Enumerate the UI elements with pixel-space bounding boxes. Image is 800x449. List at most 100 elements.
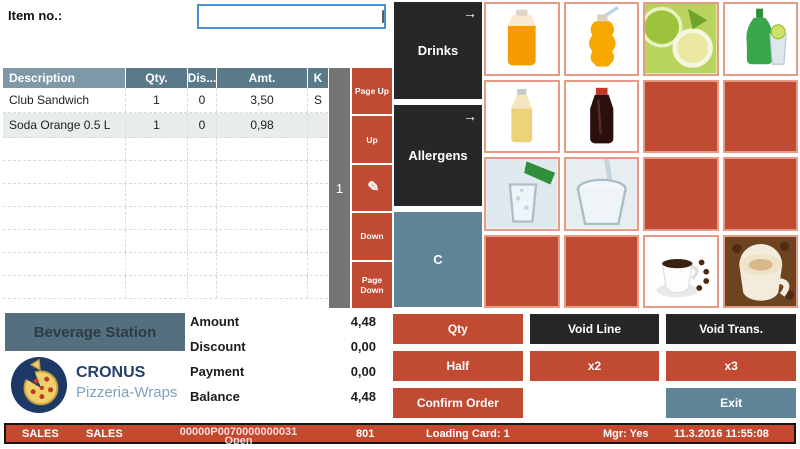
page-up-button[interactable]: Page Up <box>352 68 392 115</box>
cell-description: Club Sandwich <box>3 88 126 112</box>
product-tile-lemonade-bottle[interactable] <box>484 79 560 153</box>
void-trans-button[interactable]: Void Trans. <box>666 314 796 344</box>
col-header-amount[interactable]: Amt. <box>217 68 308 88</box>
totals-panel: Amount 4,48 Discount 0,00 Payment 0,00 B… <box>190 314 376 405</box>
col-header-qty[interactable]: Qty. <box>126 68 188 88</box>
brand-tagline: Pizzeria-Wraps <box>76 384 178 401</box>
table-row-empty <box>3 276 328 299</box>
product-tile-empty[interactable] <box>484 234 560 308</box>
table-row[interactable]: Soda Orange 0.5 L 1 0 0,98 <box>3 113 328 138</box>
cell-discount: 0 <box>188 113 217 137</box>
col-header-discount[interactable]: Dis... <box>188 68 217 88</box>
total-value: 4,48 <box>350 389 376 404</box>
table-empty-rows <box>3 138 328 299</box>
down-button[interactable]: Down <box>352 213 392 260</box>
total-label: Discount <box>190 339 246 354</box>
edit-line-button[interactable]: ✎ <box>352 164 392 212</box>
category-label: Drinks <box>417 43 459 58</box>
status-store: SALES <box>22 428 59 440</box>
product-tile-lime-cocktail[interactable] <box>643 2 719 76</box>
product-tile-water-glass[interactable] <box>563 157 639 231</box>
status-datetime: 11.3.2016 11:55:08 <box>674 428 769 440</box>
product-tile-water-pour[interactable] <box>484 157 560 231</box>
page-down-button[interactable]: Page Down <box>352 261 392 309</box>
receipt-scrollbar[interactable]: 1 <box>329 68 350 308</box>
cell-qty: 1 <box>126 88 188 112</box>
table-row-empty <box>3 161 328 184</box>
total-balance-row: Balance 4,48 <box>190 389 376 405</box>
table-row-empty <box>3 138 328 161</box>
action-buttons: Qty Void Line Void Trans. Half x2 x3 Con… <box>393 314 796 418</box>
total-discount-row: Discount 0,00 <box>190 339 376 355</box>
total-label: Amount <box>190 314 240 329</box>
category-c-button[interactable]: C <box>394 212 482 307</box>
col-header-description[interactable]: Description <box>3 68 126 88</box>
cell-qty: 1 <box>126 113 188 137</box>
item-no-field-wrap <box>197 4 386 29</box>
status-bar: SALES SALES 00000P0070000000031 Open 801… <box>4 423 796 447</box>
receipt-number: 00000P0070000000031 <box>179 426 298 438</box>
product-grid <box>484 2 798 308</box>
confirm-order-button[interactable]: Confirm Order <box>393 388 523 418</box>
total-label: Balance <box>190 389 240 404</box>
receipt-state: Open <box>224 434 253 447</box>
product-tile-empty[interactable] <box>563 234 639 308</box>
arrow-right-icon: → <box>463 5 477 21</box>
cell-amount: 3,50 <box>217 88 308 112</box>
keyboard-icon[interactable] <box>382 10 384 23</box>
total-payment-row: Payment 0,00 <box>190 364 376 380</box>
product-tile-empty[interactable] <box>722 157 798 231</box>
void-line-button[interactable]: Void Line <box>529 314 660 344</box>
total-value: 4,48 <box>350 314 376 329</box>
category-label: Allergens <box>408 148 468 163</box>
receipt-table: Description Qty. Dis... Amt. K Club Sand… <box>3 68 328 299</box>
exit-button[interactable]: Exit <box>666 388 796 418</box>
product-tile-empty[interactable] <box>643 79 719 153</box>
brand-name: CRONUS <box>76 364 146 381</box>
up-button[interactable]: Up <box>352 116 392 163</box>
cell-k <box>308 113 328 137</box>
table-row-empty <box>3 184 328 207</box>
receipt-nav-column: Page Up Up ✎ Down Page Down <box>352 68 392 309</box>
product-tile-orange-juice-bottle[interactable] <box>484 2 560 76</box>
item-no-label: Item no.: <box>8 8 63 23</box>
status-terminal: 801 <box>356 428 375 440</box>
pen-icon: ✎ <box>364 178 380 197</box>
qty-button[interactable]: Qty <box>393 314 523 344</box>
cell-discount: 0 <box>188 88 217 112</box>
table-row-empty <box>3 253 328 276</box>
status-manager: Mgr: Yes <box>603 428 649 440</box>
total-amount-row: Amount 4,48 <box>190 314 376 330</box>
product-tile-cappuccino-cup[interactable] <box>722 234 798 308</box>
status-loading-card: Loading Card: 1 <box>426 428 510 440</box>
product-tile-green-bottle-glass[interactable] <box>722 2 798 76</box>
table-row[interactable]: Club Sandwich 1 0 3,50 S <box>3 88 328 113</box>
total-value: 0,00 <box>350 364 376 379</box>
cell-description: Soda Orange 0.5 L <box>3 113 126 137</box>
beverage-station-button[interactable]: Beverage Station <box>5 313 185 351</box>
table-header: Description Qty. Dis... Amt. K <box>3 68 328 88</box>
status-receipt: 00000P0070000000031 Open <box>171 426 306 447</box>
product-tile-espresso-cup[interactable] <box>643 234 719 308</box>
x2-button[interactable]: x2 <box>529 351 660 381</box>
product-tile-cola-bottle[interactable] <box>563 79 639 153</box>
table-row-empty <box>3 230 328 253</box>
total-value: 0,00 <box>350 339 376 354</box>
category-label: C <box>433 252 443 267</box>
product-tile-empty[interactable] <box>722 79 798 153</box>
col-header-k[interactable]: K <box>308 68 328 88</box>
category-drinks-button[interactable]: Drinks → <box>394 2 482 99</box>
half-button[interactable]: Half <box>393 351 523 381</box>
category-allergens-button[interactable]: Allergens → <box>394 105 482 206</box>
x3-button[interactable]: x3 <box>666 351 796 381</box>
table-row-empty <box>3 207 328 230</box>
product-tile-orange-drink-straw[interactable] <box>563 2 639 76</box>
product-tile-empty[interactable] <box>643 157 719 231</box>
cronus-pizza-logo-icon <box>10 356 68 414</box>
total-label: Payment <box>190 364 245 379</box>
action-spacer <box>530 388 660 418</box>
item-no-input[interactable] <box>202 6 382 27</box>
cell-k: S <box>313 93 322 107</box>
cell-amount: 0,98 <box>217 113 308 137</box>
arrow-right-icon: → <box>463 108 477 124</box>
